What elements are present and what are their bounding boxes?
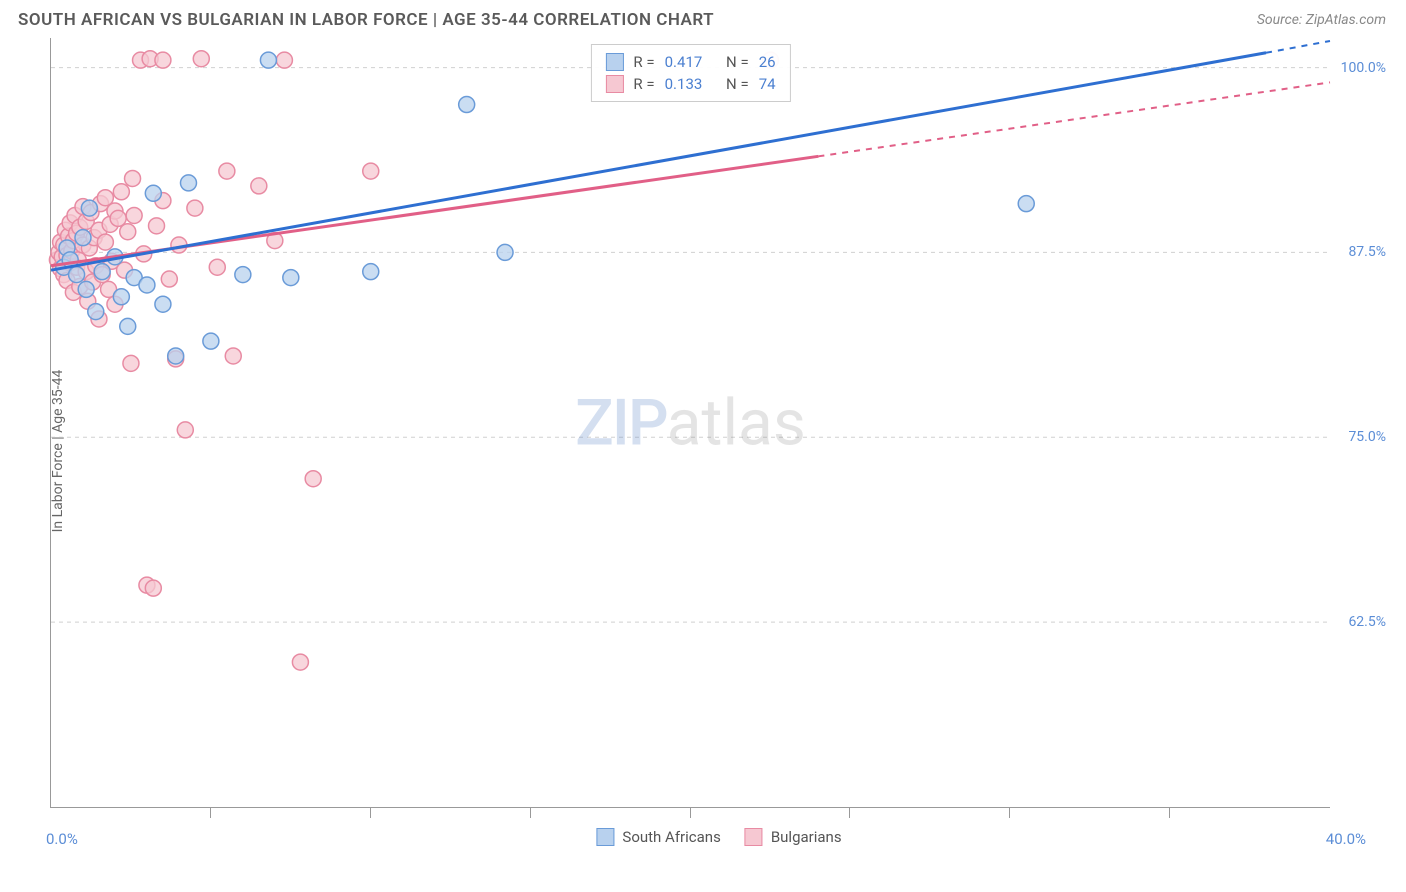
point-sa	[75, 230, 91, 246]
point-sa	[180, 175, 196, 191]
point-bg	[149, 218, 165, 234]
chart-container: In Labor Force | Age 35-44 ZIPatlas R = …	[50, 38, 1388, 848]
x-tick	[690, 808, 691, 818]
stats-swatch-bg	[605, 75, 623, 93]
trend-dash-sa	[1266, 41, 1330, 53]
point-sa	[1018, 196, 1034, 212]
x-tick	[530, 808, 531, 818]
point-bg	[292, 654, 308, 670]
stats-n-label: N =	[726, 75, 749, 93]
point-sa	[235, 267, 251, 283]
legend-label-sa: South Africans	[622, 828, 720, 846]
x-tick	[210, 808, 211, 818]
point-bg	[113, 184, 129, 200]
y-tick-label: 75.0%	[1348, 429, 1386, 445]
x-axis-min-label: 0.0%	[46, 830, 78, 848]
legend-item-sa: South Africans	[596, 828, 720, 846]
stats-r-sa: 0.417	[665, 53, 703, 71]
point-bg	[145, 580, 161, 596]
point-sa	[459, 97, 475, 113]
stats-r-label: R =	[633, 75, 654, 93]
point-sa	[69, 267, 85, 283]
point-sa	[78, 281, 94, 297]
point-sa	[497, 244, 513, 260]
stats-n-sa: 26	[759, 53, 776, 71]
point-bg	[276, 52, 292, 68]
point-sa	[168, 348, 184, 364]
legend-swatch-bg	[745, 828, 763, 846]
legend-bottom: South Africans Bulgarians	[596, 828, 841, 846]
point-sa	[155, 296, 171, 312]
plot-svg	[51, 38, 1330, 807]
point-bg	[177, 422, 193, 438]
point-bg	[209, 259, 225, 275]
legend-swatch-sa	[596, 828, 614, 846]
stats-swatch-sa	[605, 53, 623, 71]
x-tick	[370, 808, 371, 818]
x-tick	[849, 808, 850, 818]
point-bg	[251, 178, 267, 194]
point-sa	[260, 52, 276, 68]
legend-item-bg: Bulgarians	[745, 828, 842, 846]
plot-area: ZIPatlas R = 0.417 N = 26 R = 0.133 N = …	[50, 38, 1330, 808]
point-sa	[94, 264, 110, 280]
point-sa	[145, 185, 161, 201]
stats-row-bg: R = 0.133 N = 74	[605, 73, 775, 95]
point-bg	[363, 163, 379, 179]
point-sa	[81, 200, 97, 216]
stats-legend-box: R = 0.417 N = 26 R = 0.133 N = 74	[590, 44, 790, 102]
stats-row-sa: R = 0.417 N = 26	[605, 51, 775, 73]
chart-title: SOUTH AFRICAN VS BULGARIAN IN LABOR FORC…	[18, 10, 714, 30]
x-axis-max-label: 40.0%	[1326, 830, 1366, 848]
stats-r-bg: 0.133	[665, 75, 703, 93]
chart-header: SOUTH AFRICAN VS BULGARIAN IN LABOR FORC…	[0, 0, 1406, 38]
point-bg	[155, 52, 171, 68]
point-sa	[113, 289, 129, 305]
point-sa	[283, 270, 299, 286]
x-tick	[1169, 808, 1170, 818]
y-tick-label: 62.5%	[1348, 614, 1386, 630]
point-bg	[305, 471, 321, 487]
stats-n-label: N =	[726, 53, 749, 71]
point-bg	[120, 224, 136, 240]
y-tick-label: 87.5%	[1348, 244, 1386, 260]
x-tick	[1009, 808, 1010, 818]
point-bg	[193, 51, 209, 67]
point-bg	[123, 355, 139, 371]
y-tick-label: 100.0%	[1341, 60, 1386, 76]
point-bg	[126, 207, 142, 223]
point-sa	[88, 304, 104, 320]
point-sa	[363, 264, 379, 280]
point-bg	[219, 163, 235, 179]
point-sa	[120, 318, 136, 334]
point-sa	[203, 333, 219, 349]
stats-n-bg: 74	[759, 75, 776, 93]
chart-source: Source: ZipAtlas.com	[1257, 12, 1386, 28]
point-sa	[139, 277, 155, 293]
point-bg	[97, 234, 113, 250]
point-bg	[161, 271, 177, 287]
legend-label-bg: Bulgarians	[771, 828, 842, 846]
point-bg	[125, 170, 141, 186]
point-bg	[225, 348, 241, 364]
point-bg	[187, 200, 203, 216]
stats-r-label: R =	[633, 53, 654, 71]
